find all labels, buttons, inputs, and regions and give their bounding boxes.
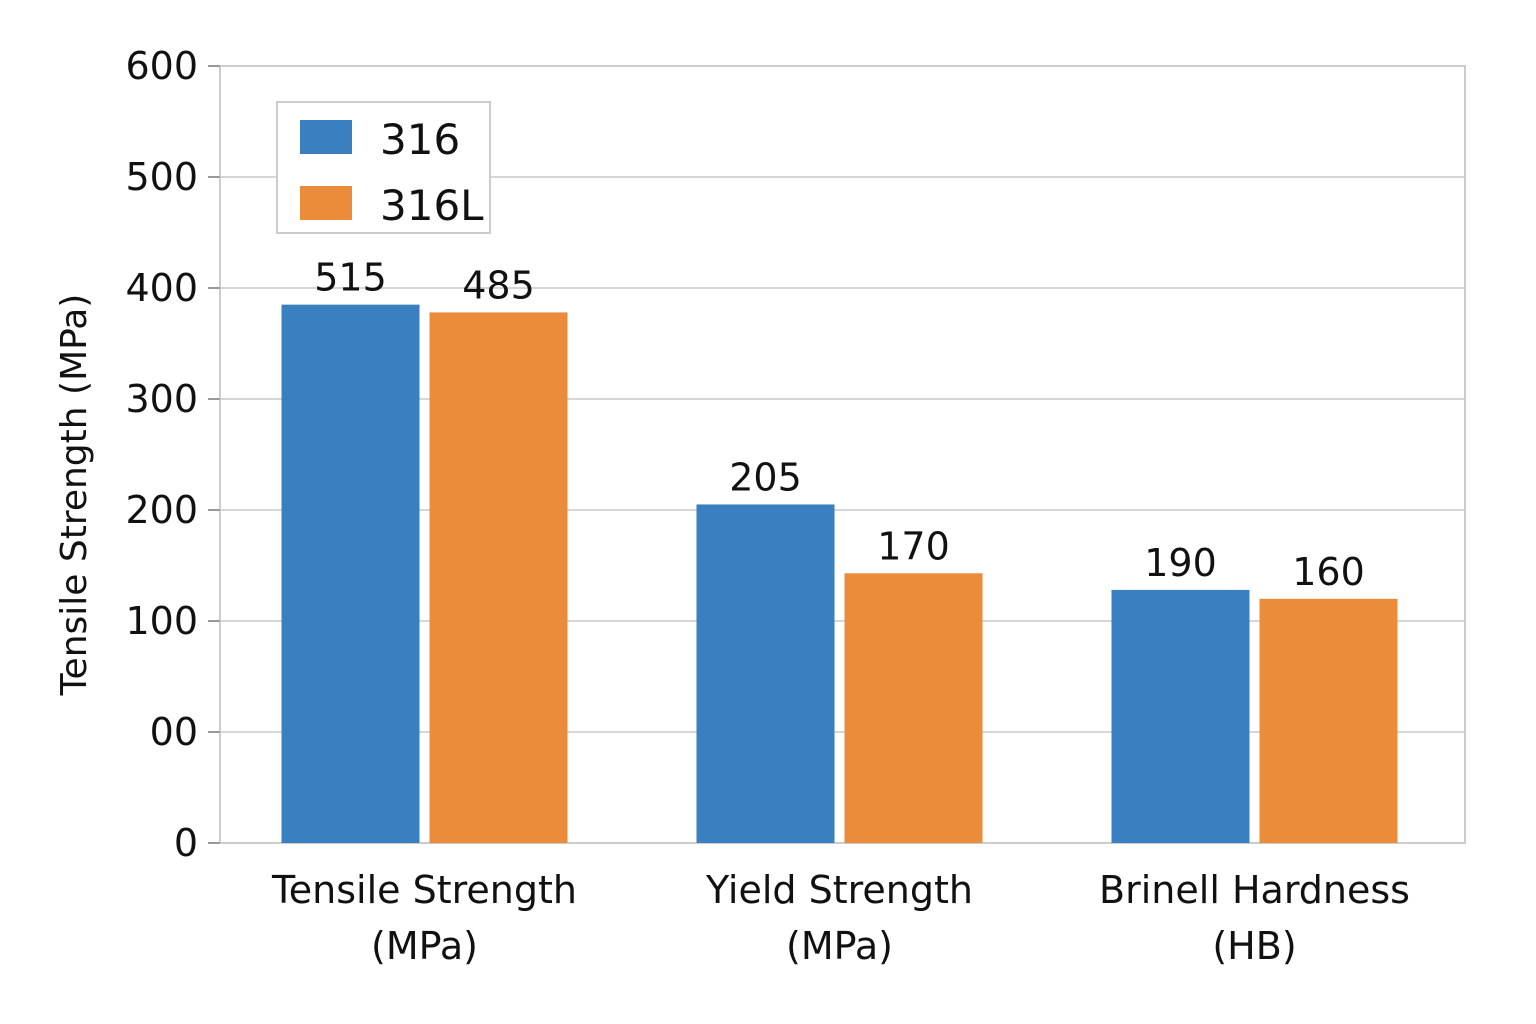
bars: 515 485 205 170 190 160 [281,256,1398,843]
bar-316-3 [1111,589,1250,843]
data-label-316-2: 205 [729,455,802,499]
bar-316-1 [281,304,420,843]
y-tick-label: 600 [125,44,198,88]
y-tick-label: 100 [125,599,198,643]
y-tick-label: 300 [125,377,198,421]
data-label-316l-3: 160 [1292,550,1365,594]
x-category-label-line: (HB) [1212,924,1296,968]
x-category-label-line: (MPa) [786,924,893,968]
y-axis-title: Tensile Strength (MPa) [54,294,95,697]
bar-316l-1 [429,312,568,843]
x-axis-categories: Tensile Strength (MPa) Yield Strength (MPa)… [271,868,1410,968]
y-tick-label: 400 [125,266,198,310]
bar-316-2 [696,504,835,843]
bar-316l-2 [844,573,983,843]
x-category-label-line: Yield Strength [705,868,973,912]
x-category-label: Yield Strength (MPa) [705,868,973,968]
data-label-316-3: 190 [1144,541,1217,585]
x-category-label-line: Tensile Strength [271,868,577,912]
data-label-316l-2: 170 [877,524,950,568]
legend-label-316l: 316L [380,181,484,230]
x-category-label-line: (MPa) [371,924,478,968]
y-tick-label: 200 [125,488,198,532]
y-tick-label: 00 [150,710,198,754]
x-category-label-line: Brinell Hardness [1099,868,1410,912]
x-category-label: Tensile Strength (MPa) [271,868,577,968]
y-tick-label: 0 [174,821,198,865]
legend-swatch-316l [300,186,352,220]
data-label-316l-1: 485 [462,263,535,307]
legend-label-316: 316 [380,115,460,164]
plot-frame [219,65,1466,844]
legend: 316 316L [276,101,491,234]
x-category-label: Brinell Hardness (HB) [1099,868,1410,968]
bar-316l-3 [1259,598,1398,843]
y-tick-label: 500 [125,155,198,199]
legend-swatch-316 [300,120,352,154]
data-label-316-1: 515 [314,256,387,300]
